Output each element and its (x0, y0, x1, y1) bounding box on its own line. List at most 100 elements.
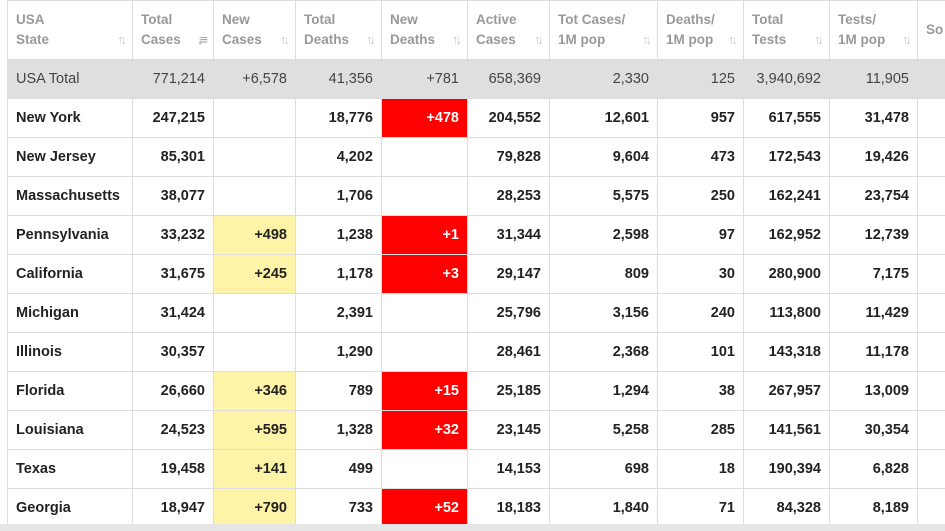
column-header-active-cases[interactable]: Active Cases ↑↓ (467, 0, 550, 60)
state-row: Louisiana 24,523 +595 1,328 +32 23,145 5,258 28… (7, 410, 945, 450)
cell-new-deaths (381, 137, 468, 177)
column-header-total-deaths[interactable]: Total Deaths ↑↓ (295, 0, 382, 60)
sort-arrows-icon[interactable]: ↑↓ (728, 32, 738, 47)
column-header-line1: So (926, 22, 944, 37)
cell-tests-1m: 11,178 (829, 332, 918, 372)
cell-source (917, 215, 945, 255)
cell-total-tests: 84,328 (743, 488, 830, 524)
column-header-line2: Cases (141, 32, 181, 47)
column-header-total-cases[interactable]: Total Cases ↓≡ (132, 0, 214, 60)
cell-total-cases: 771,214 (132, 59, 214, 99)
cell-tot-cases-1m: 5,258 (549, 410, 658, 450)
cell-new-cases (213, 293, 296, 333)
cell-total-deaths: 1,328 (295, 410, 382, 450)
cell-tot-cases-1m: 1,294 (549, 371, 658, 411)
column-header-line2: State (16, 32, 50, 47)
cell-source (917, 488, 945, 524)
cell-new-deaths (381, 176, 468, 216)
cell-source (917, 371, 945, 411)
header-row: USA State ↑↓ Total Cases ↓≡ New Cases ↑↓ Total Dea… (7, 0, 945, 60)
cell-new-deaths: +15 (381, 371, 468, 411)
cell-state[interactable]: Texas (7, 449, 133, 489)
sort-arrows-icon[interactable]: ↑↓ (642, 32, 652, 47)
sort-arrows-icon[interactable]: ↑↓ (366, 32, 376, 47)
cell-active-cases: 28,253 (467, 176, 550, 216)
cell-tests-1m: 11,429 (829, 293, 918, 333)
cell-deaths-1m: 30 (657, 254, 744, 294)
column-header-line2: Cases (476, 32, 516, 47)
cell-total-deaths: 4,202 (295, 137, 382, 177)
cell-tests-1m: 13,009 (829, 371, 918, 411)
cell-new-cases (213, 98, 296, 138)
column-header-deaths-1m[interactable]: Deaths/1M pop ↑↓ (657, 0, 744, 60)
cell-state[interactable]: Louisiana (7, 410, 133, 450)
sort-arrows-icon[interactable]: ↑↓ (902, 32, 912, 47)
cell-tot-cases-1m: 2,598 (549, 215, 658, 255)
cell-tests-1m: 6,828 (829, 449, 918, 489)
cell-state[interactable]: Michigan (7, 293, 133, 333)
cell-state[interactable]: Florida (7, 371, 133, 411)
cell-state[interactable]: New Jersey (7, 137, 133, 177)
horizontal-scrollbar-track[interactable] (0, 524, 945, 531)
cell-active-cases: 28,461 (467, 332, 550, 372)
column-header-new-deaths[interactable]: New Deaths ↑↓ (381, 0, 468, 60)
cell-total-deaths: 1,290 (295, 332, 382, 372)
cell-state[interactable]: Illinois (7, 332, 133, 372)
cell-total-cases: 33,232 (132, 215, 214, 255)
column-header-line1: Active (476, 12, 517, 27)
table-body: USA Total 771,214 +6,578 41,356 +781 658,369 2… (7, 59, 945, 524)
column-header-state[interactable]: USA State ↑↓ (7, 0, 133, 60)
cell-total-tests: 280,900 (743, 254, 830, 294)
cell-source (917, 176, 945, 216)
cell-tot-cases-1m: 3,156 (549, 293, 658, 333)
cell-deaths-1m: 285 (657, 410, 744, 450)
cell-state[interactable]: Pennsylvania (7, 215, 133, 255)
cell-new-cases (213, 332, 296, 372)
cell-total-cases: 19,458 (132, 449, 214, 489)
cell-new-deaths (381, 449, 468, 489)
cell-new-cases: +245 (213, 254, 296, 294)
cell-tot-cases-1m: 2,330 (549, 59, 658, 99)
state-row: Florida 26,660 +346 789 +15 25,185 1,294 38 267,… (7, 371, 945, 411)
column-header-line2: Deaths (304, 32, 350, 47)
column-header-tot-cases-1m[interactable]: Tot Cases/1M pop ↑↓ (549, 0, 658, 60)
column-header-total-tests[interactable]: Total Tests ↑↓ (743, 0, 830, 60)
cell-tests-1m: 12,739 (829, 215, 918, 255)
state-row: Texas 19,458 +141 499 14,153 698 18 190,394 6,82… (7, 449, 945, 489)
column-header-line1: USA (16, 12, 45, 27)
cell-deaths-1m: 240 (657, 293, 744, 333)
column-header-source[interactable]: So (917, 0, 945, 60)
sort-arrows-icon[interactable]: ↑↓ (534, 32, 544, 47)
column-header-new-cases[interactable]: New Cases ↑↓ (213, 0, 296, 60)
cell-total-tests: 267,957 (743, 371, 830, 411)
cell-new-cases: +498 (213, 215, 296, 255)
state-row: New York 247,215 18,776 +478 204,552 12,601 95… (7, 98, 945, 138)
state-row: New Jersey 85,301 4,202 79,828 9,604 473 172,5… (7, 137, 945, 177)
sort-arrows-icon[interactable]: ↑↓ (452, 32, 462, 47)
sort-arrows-icon[interactable]: ↑↓ (117, 32, 127, 47)
cell-state[interactable]: California (7, 254, 133, 294)
cell-state[interactable]: New York (7, 98, 133, 138)
cell-total-cases: 31,675 (132, 254, 214, 294)
cell-total-tests: 113,800 (743, 293, 830, 333)
cell-state[interactable]: Georgia (7, 488, 133, 524)
cell-active-cases: 79,828 (467, 137, 550, 177)
sort-desc-icon[interactable]: ↓≡ (196, 32, 208, 47)
cell-tests-1m: 11,905 (829, 59, 918, 99)
cell-new-cases: +346 (213, 371, 296, 411)
cell-active-cases: 14,153 (467, 449, 550, 489)
state-row: California 31,675 +245 1,178 +3 29,147 809 30 28… (7, 254, 945, 294)
cell-active-cases: 204,552 (467, 98, 550, 138)
sort-arrows-icon[interactable]: ↑↓ (280, 32, 290, 47)
cell-total-tests: 162,952 (743, 215, 830, 255)
column-header-tests-1m[interactable]: Tests/1M pop ↑↓ (829, 0, 918, 60)
cell-state[interactable]: Massachusetts (7, 176, 133, 216)
cell-state: USA Total (7, 59, 133, 99)
cell-tests-1m: 31,478 (829, 98, 918, 138)
state-row: Massachusetts 38,077 1,706 28,253 5,575 250 16… (7, 176, 945, 216)
cell-active-cases: 658,369 (467, 59, 550, 99)
sort-arrows-icon[interactable]: ↑↓ (814, 32, 824, 47)
cell-tests-1m: 8,189 (829, 488, 918, 524)
cell-deaths-1m: 957 (657, 98, 744, 138)
cell-new-deaths (381, 293, 468, 333)
